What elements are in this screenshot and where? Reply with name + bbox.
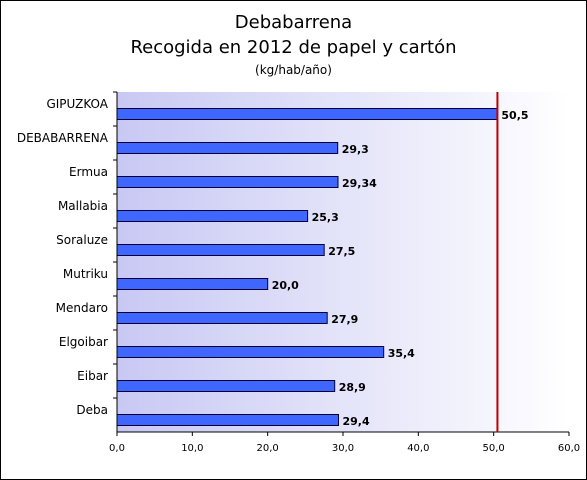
bar-elgoibar xyxy=(116,346,385,358)
data-label-mendaro: 27,9 xyxy=(331,313,358,326)
bar-ermua xyxy=(116,176,339,188)
bar-mendaro xyxy=(116,312,328,324)
category-label-mallabia: Mallabia xyxy=(58,199,108,213)
chart-subtitle: Recogida en 2012 de papel y cartón xyxy=(130,37,457,58)
x-tick-label: 20,0 xyxy=(257,443,279,454)
bar-debabarrena xyxy=(116,142,339,154)
x-tick-label: 50,0 xyxy=(483,443,505,454)
category-label-elgoibar: Elgoibar xyxy=(59,335,108,349)
category-label-mutriku: Mutriku xyxy=(63,267,108,281)
bar-mallabia xyxy=(116,210,309,222)
data-label-mutriku: 20,0 xyxy=(272,279,299,292)
x-tick-label: 10,0 xyxy=(181,443,203,454)
category-label-eibar: Eibar xyxy=(77,369,108,383)
bar-gipuzkoa xyxy=(116,108,498,120)
chart-unit: (kg/hab/año) xyxy=(255,63,332,77)
x-tick-label: 0,0 xyxy=(109,443,125,454)
x-tick-label: 40,0 xyxy=(407,443,429,454)
chart-title: Debabarrena xyxy=(234,12,353,33)
category-label-deba: Deba xyxy=(76,403,108,417)
data-label-debabarrena: 29,3 xyxy=(342,143,369,156)
data-label-elgoibar: 35,4 xyxy=(388,347,415,360)
data-label-mallabia: 25,3 xyxy=(312,211,339,224)
data-label-deba: 29,4 xyxy=(343,415,370,428)
data-label-eibar: 28,9 xyxy=(339,381,366,394)
bar-eibar xyxy=(116,380,336,392)
bar-soraluze xyxy=(116,244,325,256)
bar-mutriku xyxy=(116,278,269,290)
data-label-soraluze: 27,5 xyxy=(328,245,355,258)
category-label-ermua: Ermua xyxy=(69,165,108,179)
category-label-soraluze: Soraluze xyxy=(56,233,108,247)
bar-deba xyxy=(116,414,339,426)
category-label-mendaro: Mendaro xyxy=(56,301,108,315)
category-label-debabarrena: DEBABARRENA xyxy=(17,131,109,145)
category-label-gipuzkoa: GIPUZKOA xyxy=(46,97,108,111)
x-tick-label: 30,0 xyxy=(332,443,354,454)
x-tick-label: 60,0 xyxy=(558,443,580,454)
data-label-gipuzkoa: 50,5 xyxy=(501,109,528,122)
data-label-ermua: 29,34 xyxy=(342,177,377,190)
